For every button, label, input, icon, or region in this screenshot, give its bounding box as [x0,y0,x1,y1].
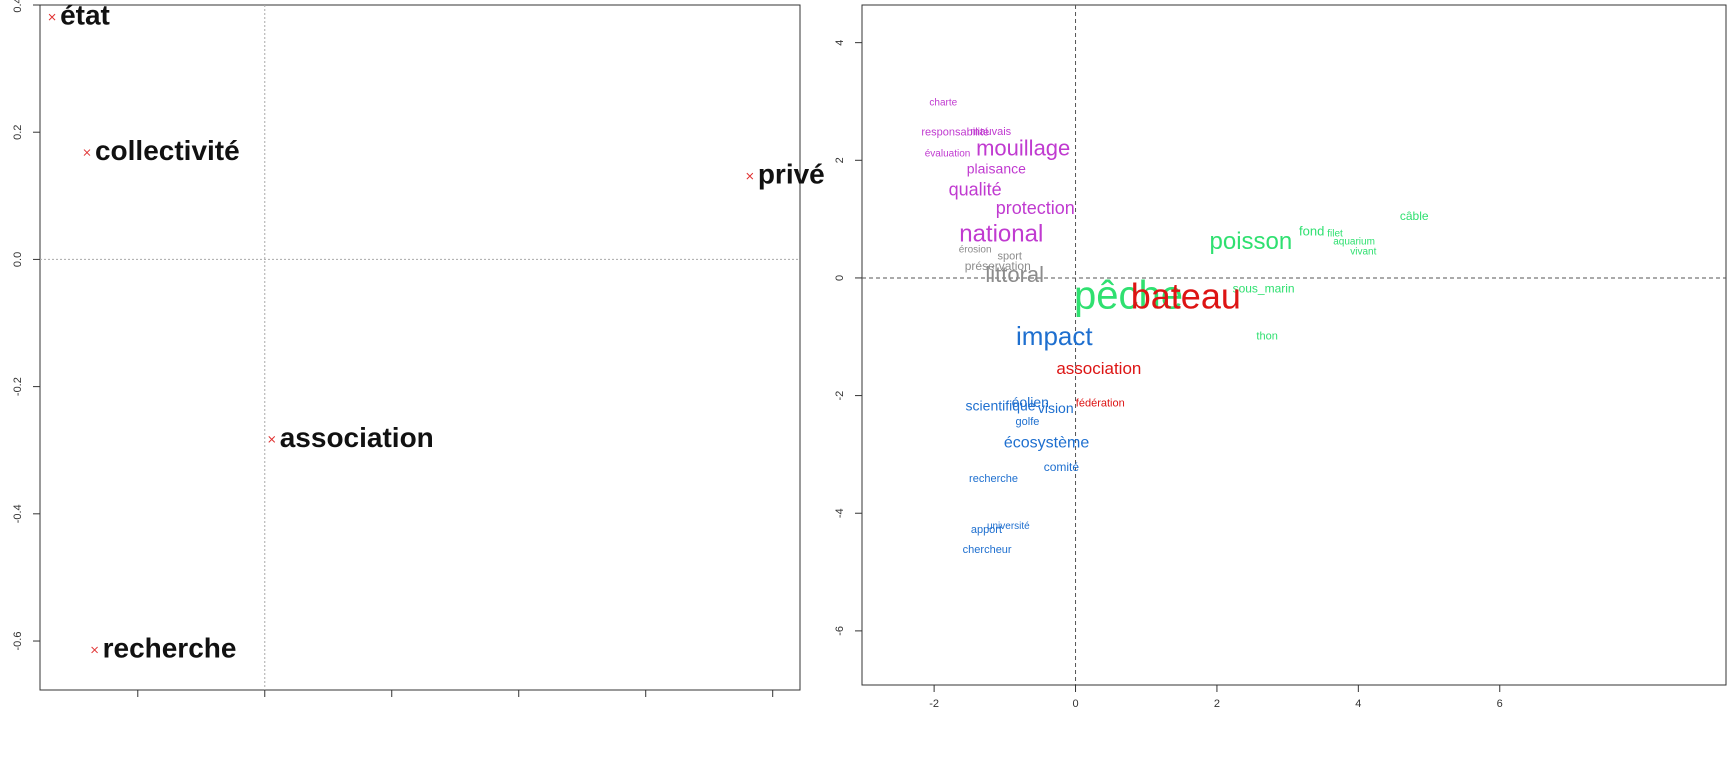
word: impact [1016,321,1093,351]
y-tick-label: 0.0 [12,252,24,267]
word: écosystème [1004,434,1089,451]
word: poisson [1210,228,1293,255]
point-label: privé [758,158,825,189]
word: université [987,521,1030,532]
word: apport [971,524,1002,536]
x-tick-label: 4 [1355,698,1361,710]
word: vivant [1350,247,1376,258]
y-tick-label: -2 [834,391,846,401]
word: éolien [1012,394,1049,410]
y-tick-label: 0.4 [12,0,24,13]
y-tick-label: 0.2 [12,125,24,140]
word: littoral [985,262,1044,287]
word: filet [1327,228,1343,239]
word: mauvais [970,126,1011,138]
word: protection [996,198,1075,218]
point-label: état [60,0,110,30]
word: sport [998,251,1022,263]
word: golfe [1016,416,1040,428]
y-tick-label: -6 [834,626,846,636]
y-tick-label: 0 [834,275,846,281]
point [268,436,276,443]
word: vision [1038,400,1074,416]
word: charte [929,97,957,108]
word: thon [1256,331,1277,343]
word: pêche [1074,274,1183,318]
word: responsabilité [921,127,989,139]
word: qualité [949,180,1002,200]
word: aquarium [1333,237,1375,248]
word: fond [1299,223,1324,238]
point-label: association [280,422,434,453]
word: bateau [1131,276,1241,317]
word: national [959,220,1043,247]
point-label: recherche [103,632,237,663]
word: scientifique [966,397,1036,413]
word: comité [1044,460,1080,474]
word: fédération [1076,398,1125,410]
y-tick-label: 2 [834,157,846,163]
word: plaisance [967,160,1026,176]
point [746,172,754,180]
word: évaluation [925,148,971,159]
word: chercheur [963,544,1012,556]
y-tick-label: -0.4 [12,504,24,523]
y-tick-label: -4 [834,508,846,518]
x-tick-label: 6 [1497,698,1503,710]
word: câble [1400,209,1429,223]
word: association [1056,359,1141,378]
y-tick-label: -0.2 [12,377,24,396]
plot-frame [861,4,1727,686]
point [91,646,98,654]
point-label: collectivité [95,135,240,166]
word: recherche [969,473,1018,485]
x-tick-label: -2 [929,698,939,710]
x-tick-label: 2 [1214,698,1220,710]
word: érosion [959,244,992,255]
point [83,149,91,156]
word: mouillage [976,136,1070,161]
y-tick-label: -0.6 [12,632,24,651]
point [48,13,56,21]
y-tick-label: 4 [834,40,846,46]
plot-frame [39,4,801,691]
word: préservation [965,259,1031,273]
x-tick-label: 0 [1072,698,1078,710]
word: sous_marin [1233,281,1295,295]
